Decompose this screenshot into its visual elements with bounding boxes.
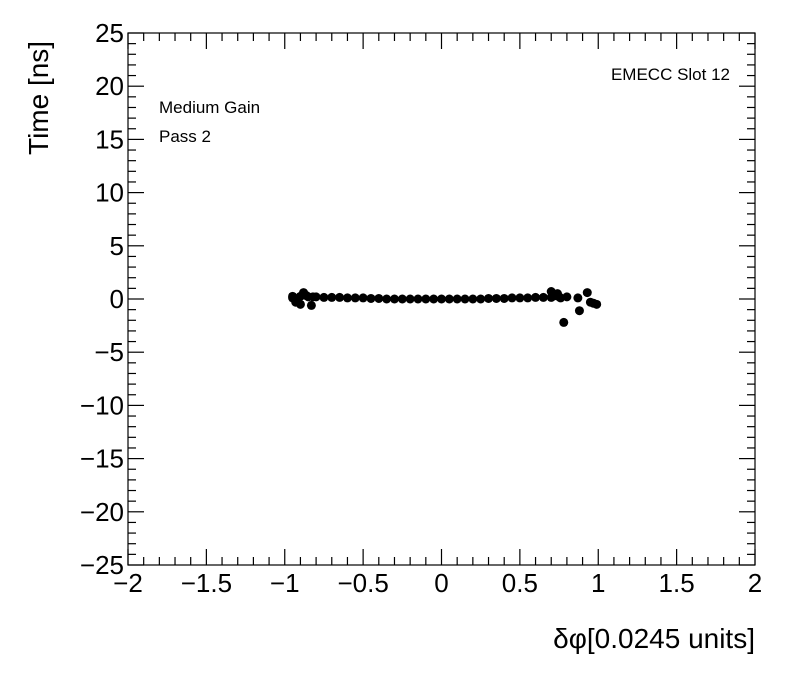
point xyxy=(389,294,399,304)
annotation: Medium Gain xyxy=(159,98,260,117)
x-tick-label: 1.5 xyxy=(659,568,695,598)
x-tick-label: −0.5 xyxy=(337,568,388,598)
point xyxy=(499,293,509,303)
x-tick-label: −1 xyxy=(270,568,300,598)
point xyxy=(306,300,316,310)
point xyxy=(538,292,548,302)
x-axis-title: δφ[0.0245 units] xyxy=(553,623,755,654)
point xyxy=(319,292,329,302)
point xyxy=(405,294,415,304)
point xyxy=(429,294,439,304)
point xyxy=(413,294,423,304)
point xyxy=(308,292,318,302)
x-tick-label: −1.5 xyxy=(181,568,232,598)
y-axis-title: Time [ns] xyxy=(23,41,54,155)
point xyxy=(515,293,525,303)
point xyxy=(444,294,454,304)
y-tick-label: 20 xyxy=(95,71,124,101)
y-tick-label: −20 xyxy=(80,497,124,527)
point xyxy=(335,292,345,302)
annotation: Pass 2 xyxy=(159,127,211,146)
point xyxy=(484,293,494,303)
point xyxy=(350,293,360,303)
x-tick-label: −2 xyxy=(113,568,143,598)
point xyxy=(562,292,572,302)
y-tick-label: 25 xyxy=(95,18,124,48)
y-tick-label: 10 xyxy=(95,178,124,208)
point xyxy=(397,294,407,304)
point xyxy=(295,299,305,309)
point xyxy=(437,294,446,304)
annotation: EMECC Slot 12 xyxy=(611,65,730,84)
y-tick-label: −10 xyxy=(80,390,124,420)
x-tick-label: 0.5 xyxy=(502,568,538,598)
point xyxy=(592,299,602,309)
point xyxy=(468,294,478,304)
x-tick-label: 2 xyxy=(748,568,762,598)
point xyxy=(531,292,541,302)
point xyxy=(327,292,337,302)
point xyxy=(507,293,517,303)
point xyxy=(366,293,376,303)
point xyxy=(523,293,533,303)
y-tick-label: 5 xyxy=(110,231,124,261)
y-tick-label: −25 xyxy=(80,550,124,580)
y-tick-label: −5 xyxy=(94,337,124,367)
point xyxy=(582,288,592,298)
point xyxy=(476,294,486,304)
point xyxy=(491,293,501,303)
x-tick-label: 0 xyxy=(434,568,448,598)
point xyxy=(452,294,462,304)
y-tick-label: 15 xyxy=(95,124,124,154)
point xyxy=(559,317,569,327)
x-tick-label: 1 xyxy=(591,568,605,598)
y-tick-label: −15 xyxy=(80,444,124,474)
point xyxy=(573,293,583,303)
point xyxy=(460,294,470,304)
y-tick-label: 0 xyxy=(110,284,124,314)
point xyxy=(358,293,368,303)
point xyxy=(382,294,392,304)
point xyxy=(374,293,384,303)
point xyxy=(342,293,352,303)
point xyxy=(421,294,431,304)
point xyxy=(574,306,584,316)
